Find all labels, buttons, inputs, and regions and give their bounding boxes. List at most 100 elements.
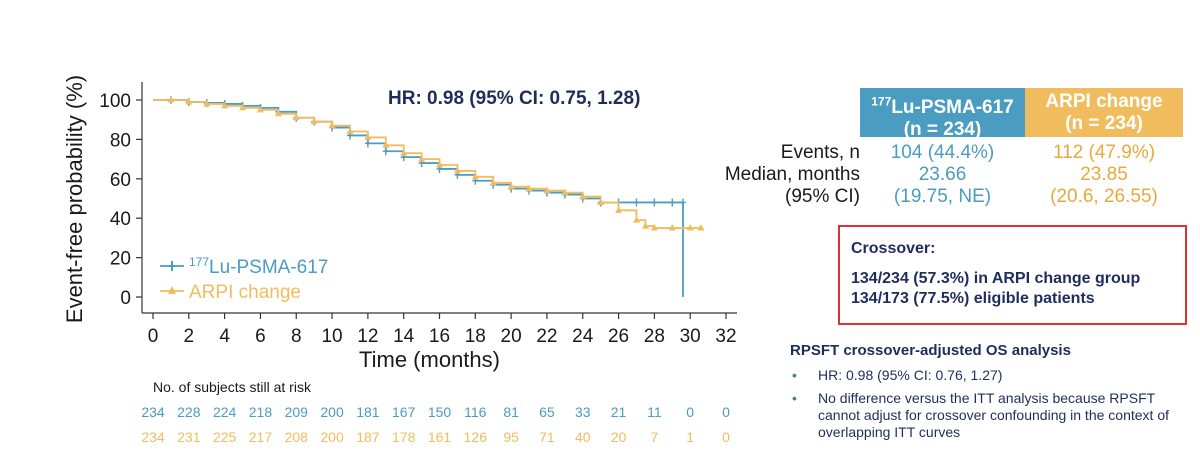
risk-count: 20 bbox=[611, 429, 627, 445]
x-tick-label: 16 bbox=[429, 326, 450, 347]
summary-value-arpi: 112 (47.9%) bbox=[1052, 142, 1156, 163]
x-tick-label: 4 bbox=[219, 326, 230, 347]
risk-count: 167 bbox=[392, 404, 416, 420]
risk-count: 234 bbox=[141, 429, 165, 445]
x-tick-label: 2 bbox=[184, 326, 195, 347]
risk-count: 150 bbox=[428, 404, 452, 420]
censor-mark bbox=[364, 139, 371, 148]
censor-mark bbox=[651, 198, 658, 207]
risk-count: 187 bbox=[356, 429, 380, 445]
summary-value-arpi: 23.85 bbox=[1080, 164, 1128, 185]
header-lu-label: Lu-PSMA-617 bbox=[891, 97, 1014, 119]
bullet-icon: • bbox=[792, 390, 797, 406]
legend-label: 177Lu-PSMA-617 bbox=[189, 255, 328, 278]
chart-curves bbox=[153, 96, 705, 297]
summary-row-ci: (95% CI) (19.75, NE) (20.6, 26.55) bbox=[700, 186, 1183, 208]
summary-value-arpi: (20.6, 26.55) bbox=[1050, 186, 1158, 207]
x-tick-label: 14 bbox=[393, 326, 415, 347]
censor-mark bbox=[167, 96, 175, 103]
censor-mark bbox=[680, 198, 687, 207]
summary-value-lu: (19.75, NE) bbox=[893, 186, 992, 207]
bullet-icon: • bbox=[792, 367, 797, 383]
legend-label-sup: 177 bbox=[189, 255, 209, 269]
crossover-title: Crossover: bbox=[851, 240, 936, 257]
censor-mark bbox=[650, 224, 658, 231]
y-tick-label: 40 bbox=[110, 209, 131, 230]
risk-count: 178 bbox=[392, 429, 416, 445]
x-axis-title: Time (months) bbox=[359, 347, 500, 372]
rpsft-list: • HR: 0.98 (95% CI: 0.76, 1.27) • No diffe… bbox=[790, 367, 1195, 441]
x-tick-label: 20 bbox=[501, 326, 522, 347]
censor-mark bbox=[382, 141, 390, 148]
risk-count: 200 bbox=[320, 429, 344, 445]
y-tick-label: 100 bbox=[99, 91, 131, 112]
censor-mark bbox=[418, 155, 426, 162]
x-tick-label: 18 bbox=[465, 326, 486, 347]
risk-count: 208 bbox=[285, 429, 309, 445]
censor-mark bbox=[579, 192, 587, 200]
summary-row-label: Median, months bbox=[724, 164, 860, 185]
x-tick-label: 32 bbox=[715, 326, 736, 347]
risk-count: 95 bbox=[503, 429, 519, 445]
summary-row-label: Events, n bbox=[780, 142, 860, 163]
x-tick-label: 24 bbox=[572, 326, 594, 347]
risk-count: 81 bbox=[503, 404, 519, 420]
summary-row-events: Events, n 104 (44.4%) 112 (47.9%) bbox=[700, 142, 1183, 164]
censor-mark bbox=[632, 216, 640, 223]
censor-mark bbox=[328, 121, 336, 129]
censor-mark bbox=[641, 222, 649, 229]
rpsft-item-text: HR: 0.98 (95% CI: 0.76, 1.27) bbox=[818, 367, 1003, 383]
risk-count: 65 bbox=[539, 404, 555, 420]
risk-count: 231 bbox=[177, 429, 201, 445]
x-tick-label: 10 bbox=[321, 326, 342, 347]
risk-count: 71 bbox=[539, 429, 555, 445]
censor-mark bbox=[274, 109, 282, 117]
censor-mark bbox=[364, 133, 372, 140]
summary-value-lu: 104 (44.4%) bbox=[890, 142, 995, 163]
summary-row-label: (95% CI) bbox=[785, 186, 860, 207]
censor-mark bbox=[597, 198, 605, 205]
crossover-line-1: 134/234 (57.3%) in ARPI change group bbox=[851, 270, 1141, 287]
x-tick-label: 26 bbox=[608, 326, 629, 347]
rpsft-item: • No difference versus the ITT analysis b… bbox=[790, 390, 1195, 441]
censor-mark bbox=[633, 198, 640, 207]
risk-count: 116 bbox=[464, 404, 487, 420]
censor-mark bbox=[346, 127, 354, 135]
hr-annotation: HR: 0.98 (95% CI: 0.75, 1.28) bbox=[388, 88, 640, 109]
legend-label: ARPI change bbox=[189, 282, 301, 303]
risk-count: 228 bbox=[177, 404, 201, 420]
risk-count: 217 bbox=[249, 429, 273, 445]
risk-table-title: No. of subjects still at risk bbox=[153, 379, 312, 395]
censor-mark bbox=[561, 188, 569, 196]
risk-count: 0 bbox=[722, 429, 730, 445]
censor-mark bbox=[292, 113, 300, 121]
censor-mark bbox=[471, 172, 479, 180]
censor-mark bbox=[203, 99, 211, 107]
x-tick-label: 12 bbox=[357, 326, 378, 347]
censor-mark bbox=[543, 186, 551, 194]
legend-label-text: Lu-PSMA-617 bbox=[209, 257, 328, 278]
header-lu-sup: 177 bbox=[871, 95, 892, 109]
censor-mark bbox=[400, 149, 408, 156]
header-arpi-change: ARPI change (n = 234) bbox=[1025, 88, 1183, 137]
censor-mark bbox=[668, 224, 676, 231]
censor-mark bbox=[669, 198, 676, 207]
x-tick-label: 0 bbox=[148, 326, 159, 347]
risk-count: 224 bbox=[213, 404, 237, 420]
censor-mark bbox=[697, 224, 705, 231]
chart-legend: 177Lu-PSMA-617 ARPI change bbox=[160, 255, 328, 303]
x-tick-label: 28 bbox=[644, 326, 665, 347]
censor-mark bbox=[382, 147, 389, 156]
risk-count: 21 bbox=[611, 404, 627, 420]
summary-row-median: Median, months 23.66 23.85 bbox=[700, 164, 1183, 186]
risk-table: No. of subjects still at risk 234 228 224 21… bbox=[141, 379, 730, 445]
rpsft-section: RPSFT crossover-adjusted OS analysis • HR… bbox=[790, 342, 1195, 447]
risk-count: 7 bbox=[650, 429, 658, 445]
censor-mark bbox=[525, 184, 533, 192]
risk-count: 234 bbox=[141, 404, 165, 420]
y-axis-title: Event-free probability (%) bbox=[62, 75, 87, 323]
header-arpi-n: (n = 234) bbox=[1065, 113, 1143, 134]
risk-count: 209 bbox=[285, 404, 309, 420]
x-tick-label: 22 bbox=[536, 326, 557, 347]
summary-value-lu: 23.66 bbox=[918, 164, 967, 185]
